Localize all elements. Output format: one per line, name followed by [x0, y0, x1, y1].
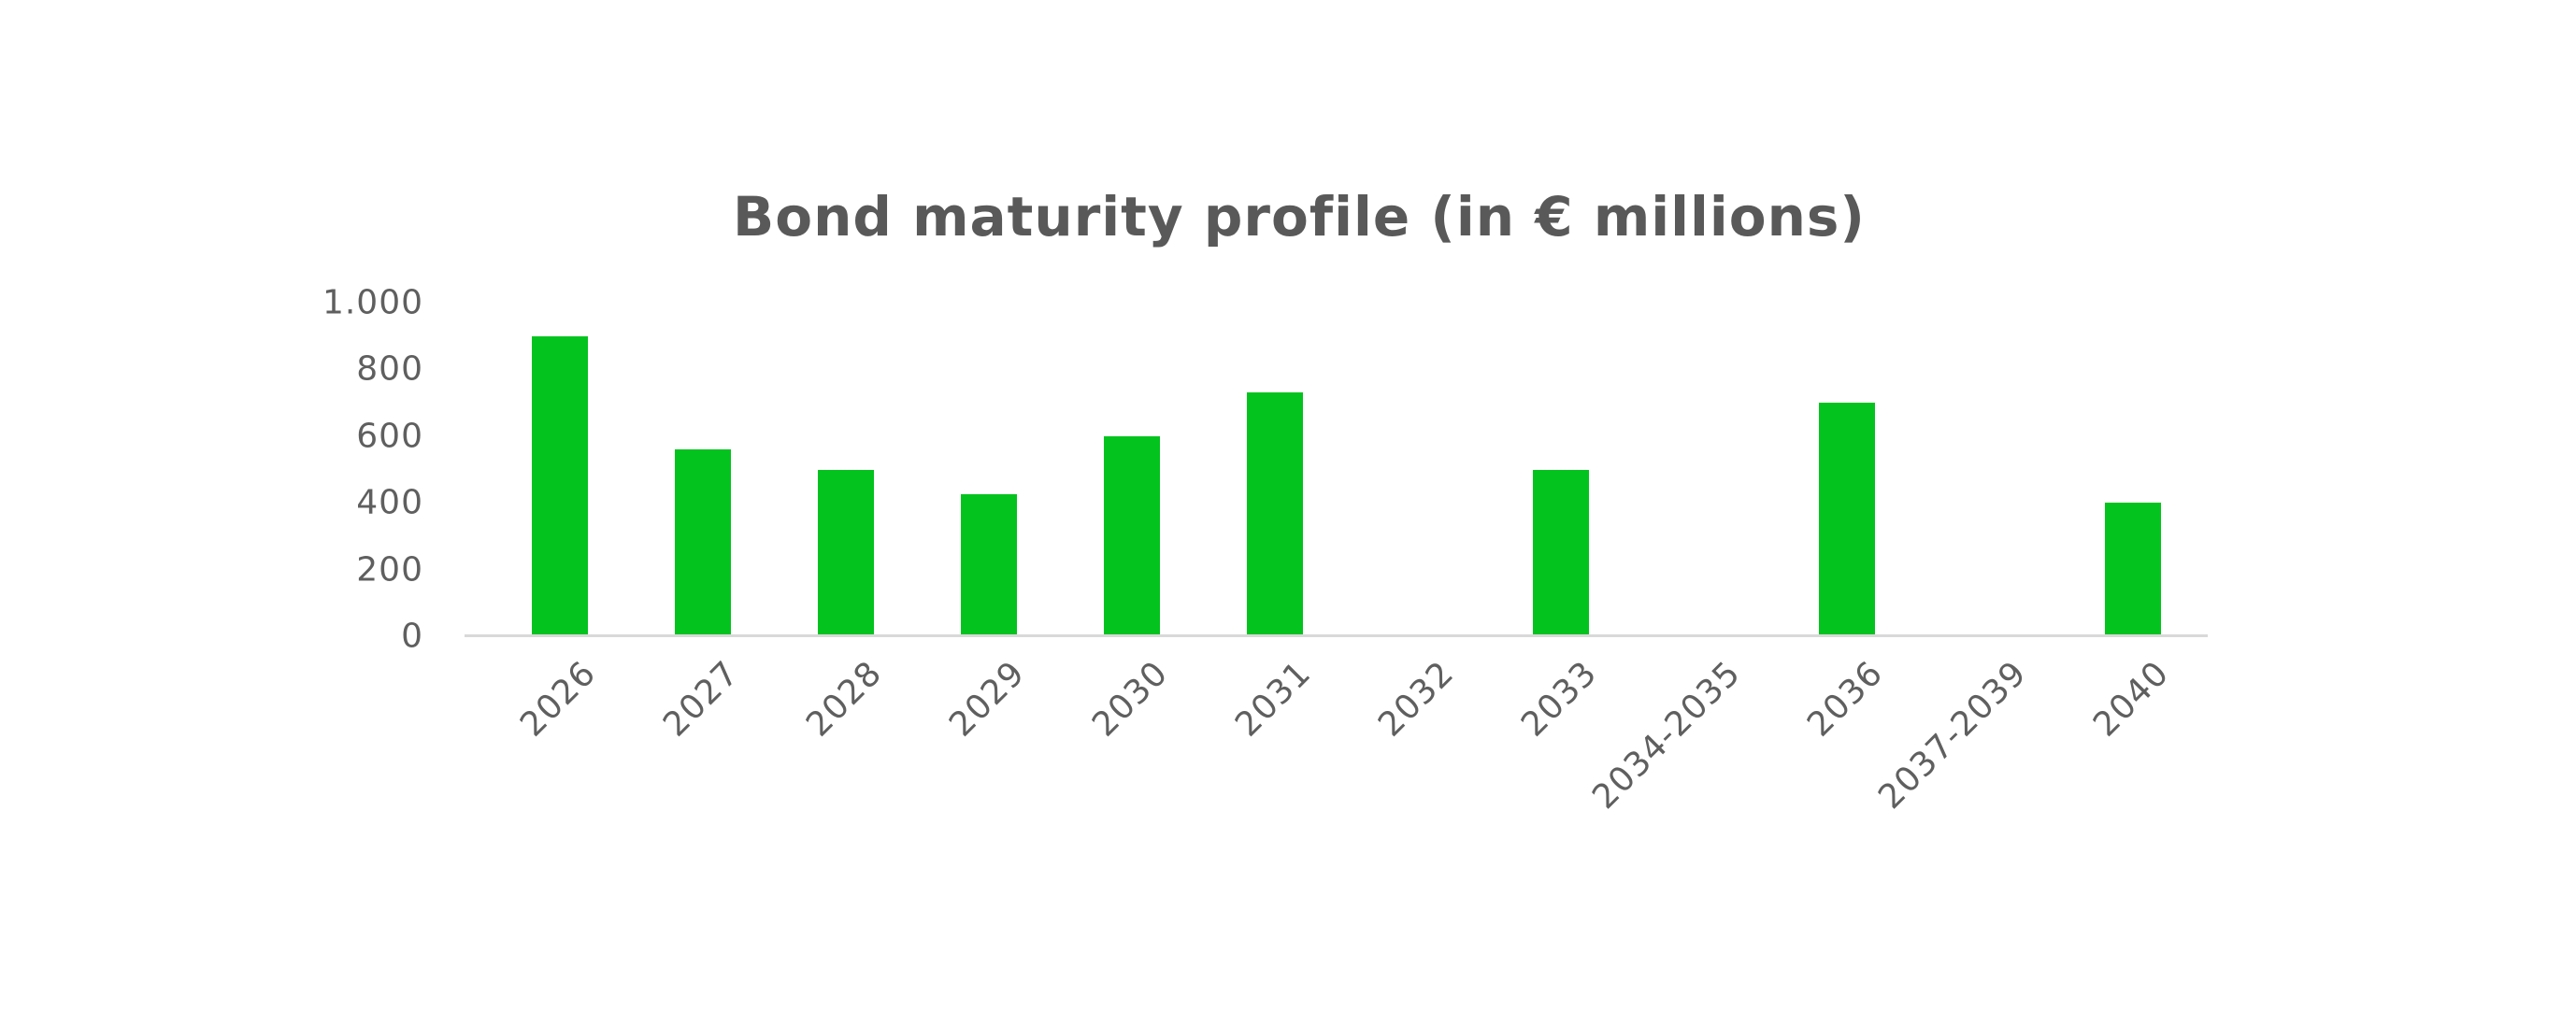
- y-tick-label-800: 800: [356, 349, 423, 389]
- y-tick-label-200: 200: [356, 550, 423, 590]
- bar-2027: [675, 449, 731, 636]
- x-tick-label-2026: 2026: [513, 654, 604, 745]
- y-tick-label-400: 400: [356, 483, 423, 522]
- x-tick-label-2040: 2040: [2086, 654, 2177, 745]
- bar-2026: [532, 335, 588, 636]
- y-tick-label-1000: 1.000: [322, 283, 423, 322]
- x-tick-label-2031: 2031: [1228, 654, 1319, 745]
- x-tick-label-2034-2035: 2034-2035: [1584, 654, 1748, 817]
- y-tick-label-600: 600: [356, 417, 423, 456]
- x-tick-label-2030: 2030: [1085, 654, 1176, 745]
- bar-2031: [1247, 392, 1303, 636]
- x-tick-label-2028: 2028: [799, 654, 890, 745]
- x-tick-label-2033: 2033: [1514, 654, 1605, 745]
- bar-2028: [818, 469, 874, 636]
- x-axis-line: [465, 634, 2208, 637]
- bar-2036: [1819, 403, 1875, 636]
- x-tick-label-2032: 2032: [1371, 654, 1462, 745]
- bar-2030: [1104, 435, 1160, 636]
- x-tick-label-2036: 2036: [1800, 654, 1891, 745]
- bar-2033: [1533, 469, 1589, 636]
- x-tick-label-2027: 2027: [656, 654, 747, 745]
- x-tick-label-2037-2039: 2037-2039: [1870, 654, 2034, 817]
- bar-2029: [961, 494, 1017, 636]
- chart-title: Bond maturity profile (in € millions): [733, 185, 1866, 249]
- y-tick-label-0: 0: [401, 617, 423, 656]
- x-tick-label-2029: 2029: [942, 654, 1033, 745]
- bar-2040: [2105, 503, 2161, 636]
